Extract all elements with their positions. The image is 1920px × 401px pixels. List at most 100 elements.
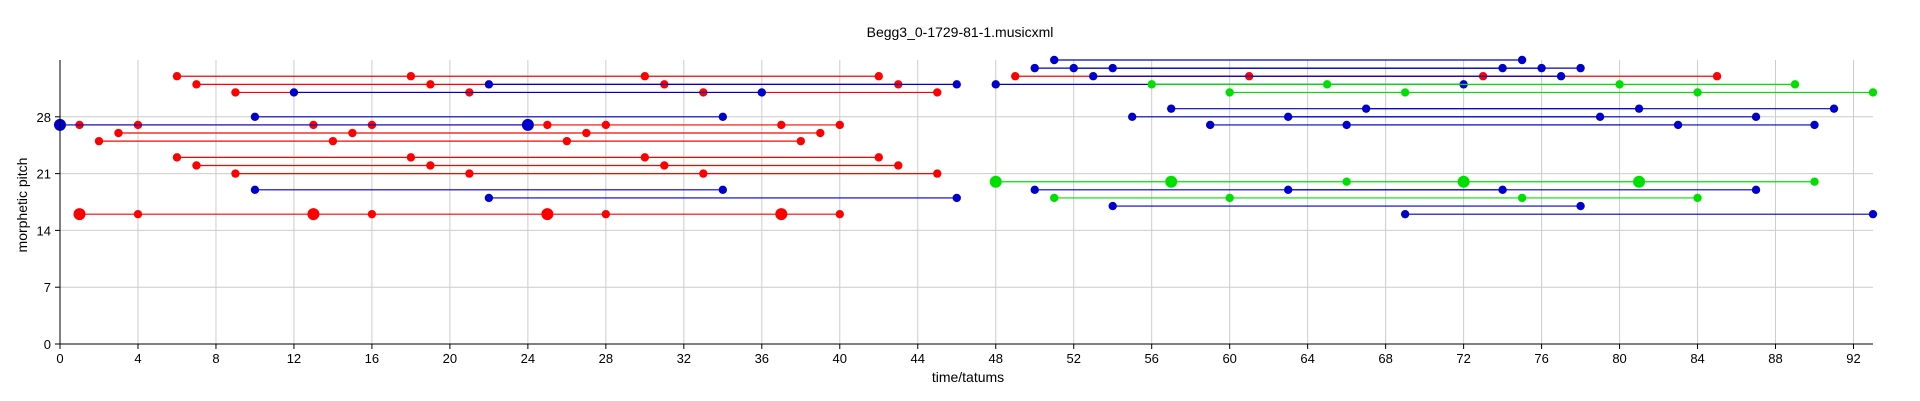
blue-series	[1108, 201, 1585, 211]
data-point	[1147, 80, 1156, 89]
data-point	[426, 80, 435, 89]
red-series	[114, 128, 825, 138]
data-point	[521, 118, 534, 131]
data-point	[367, 209, 377, 219]
data-point	[933, 88, 942, 97]
x-tick-label: 64	[1300, 351, 1314, 366]
data-point	[406, 153, 416, 162]
data-point	[1050, 193, 1059, 203]
x-tick-label: 48	[989, 351, 1003, 366]
blue-series	[1361, 104, 1839, 113]
y-tick-label: 28	[37, 110, 51, 125]
data-point	[1751, 185, 1761, 195]
x-tick-label: 0	[56, 351, 63, 366]
axes: 0 4 8 12 16 20 24 28 32 36 40 44 48 52 56 60 64 68 72 76 80 8…	[37, 60, 1873, 366]
data-point	[894, 161, 903, 170]
data-point	[1693, 193, 1702, 203]
data-point	[1517, 193, 1527, 203]
chart-title: Begg3_0-1729-81-1.musicxml	[867, 24, 1054, 40]
data-point	[426, 161, 435, 170]
data-point	[1225, 193, 1234, 203]
data-point	[952, 80, 961, 89]
data-point	[1011, 72, 1020, 81]
data-point	[231, 88, 240, 97]
series-layer	[54, 55, 1878, 221]
data-point	[1457, 175, 1470, 188]
data-point	[1283, 185, 1293, 195]
data-point	[1751, 112, 1761, 122]
data-point	[1615, 80, 1624, 89]
data-point	[1342, 120, 1351, 130]
x-tick-label: 4	[134, 351, 141, 366]
data-point	[1128, 112, 1137, 122]
red-series	[73, 208, 844, 221]
data-point	[1633, 175, 1646, 188]
x-tick-label: 24	[521, 351, 535, 366]
data-point	[601, 209, 611, 219]
red-series	[172, 72, 883, 81]
data-point	[1225, 88, 1234, 97]
blue-series	[1400, 209, 1878, 219]
green-series	[1147, 80, 1800, 89]
data-point	[1322, 80, 1332, 89]
data-point	[1283, 112, 1293, 122]
data-point	[989, 175, 1002, 188]
data-point	[1576, 63, 1585, 73]
green-series	[1225, 88, 1878, 97]
data-point	[1790, 80, 1800, 89]
data-point	[465, 169, 474, 178]
data-point	[835, 209, 844, 219]
data-point	[816, 128, 825, 138]
data-point	[1108, 201, 1117, 211]
data-point	[1556, 72, 1566, 81]
data-point	[640, 153, 650, 162]
data-point	[1108, 63, 1117, 73]
x-tick-label: 68	[1378, 351, 1392, 366]
green-series	[989, 175, 1819, 188]
data-point	[757, 88, 767, 97]
data-point	[192, 161, 201, 170]
red-series	[94, 136, 805, 146]
data-point	[250, 112, 260, 122]
data-point	[562, 136, 572, 146]
blue-series	[484, 80, 961, 89]
data-point	[582, 128, 591, 138]
data-point	[874, 153, 883, 162]
data-point	[1712, 72, 1722, 81]
data-point	[796, 136, 805, 146]
data-point	[775, 208, 788, 221]
data-point	[1829, 104, 1839, 113]
blue-series	[54, 118, 534, 131]
data-point	[250, 185, 260, 195]
data-point	[543, 120, 552, 130]
blue-series	[1283, 185, 1761, 195]
data-point	[640, 72, 650, 81]
data-point	[1165, 175, 1178, 188]
data-point	[1868, 209, 1878, 219]
data-point	[114, 128, 123, 138]
data-point	[835, 120, 844, 130]
data-point	[718, 112, 728, 122]
data-point	[1166, 104, 1176, 113]
x-tick-label: 72	[1456, 351, 1470, 366]
data-point	[133, 209, 143, 219]
data-point	[1693, 88, 1702, 97]
x-tick-label: 32	[677, 351, 691, 366]
data-point	[777, 120, 786, 130]
x-tick-label: 84	[1690, 351, 1704, 366]
blue-series	[250, 112, 728, 122]
data-point	[307, 208, 320, 221]
data-point	[1205, 120, 1215, 130]
data-point	[1089, 72, 1098, 81]
data-point	[289, 88, 299, 97]
x-tick-label: 88	[1768, 351, 1782, 366]
data-point	[406, 72, 416, 81]
data-point	[328, 136, 338, 146]
blue-series	[1283, 112, 1761, 122]
x-axis-title: time/tatums	[932, 369, 1004, 385]
data-point	[73, 208, 86, 221]
data-point	[1810, 120, 1819, 130]
data-point	[1342, 177, 1351, 186]
data-point	[348, 128, 357, 138]
